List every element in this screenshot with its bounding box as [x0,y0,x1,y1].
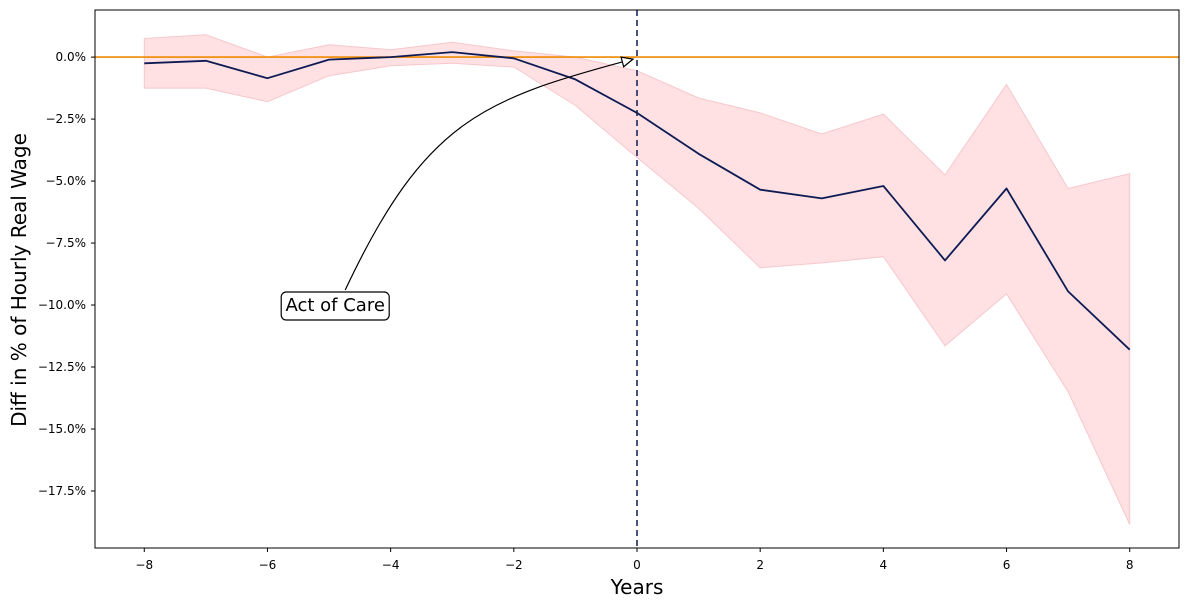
y-tick-label: −7.5% [45,236,86,250]
x-tick-label: 8 [1126,558,1134,572]
x-tick-label: −8 [135,558,153,572]
annotation-arrow [344,58,634,291]
x-tick-label: −6 [259,558,277,572]
x-tick-label: −2 [505,558,523,572]
x-axis-title: Years [610,575,664,599]
annotation-box [280,291,390,321]
y-tick-label: −10.0% [38,298,86,312]
annotation-arrowhead [620,56,635,68]
plot-area [95,10,1179,548]
plot-frame [94,9,1180,549]
confidence-band [143,34,1131,525]
x-tick-label: 2 [756,558,764,572]
y-tick-label: −12.5% [38,360,86,374]
y-tick-label: −15.0% [38,422,86,436]
x-tick-label: 0 [633,558,641,572]
x-axis-ticks: −8 −6 −4 −2 0 2 4 6 8 [135,548,1134,572]
y-tick-label: −5.0% [45,174,86,188]
y-tick-label: 0.0% [56,50,87,64]
x-tick-label: 4 [880,558,888,572]
y-tick-label: −2.5% [45,112,86,126]
annotation: Act of Care [280,56,635,321]
y-axis-ticks: 0.0% −2.5% −5.0% −7.5% −10.0% −12.5% −15.0% −17… [38,50,95,498]
y-axis-title: Diff in % of Hourly Real Wage [7,133,31,427]
series-line-0 [144,51,1131,351]
x-tick-label: −4 [382,558,400,572]
annotation-label: Act of Care [285,295,384,316]
y-tick-label: −17.5% [38,484,86,498]
x-tick-label: 6 [1003,558,1011,572]
